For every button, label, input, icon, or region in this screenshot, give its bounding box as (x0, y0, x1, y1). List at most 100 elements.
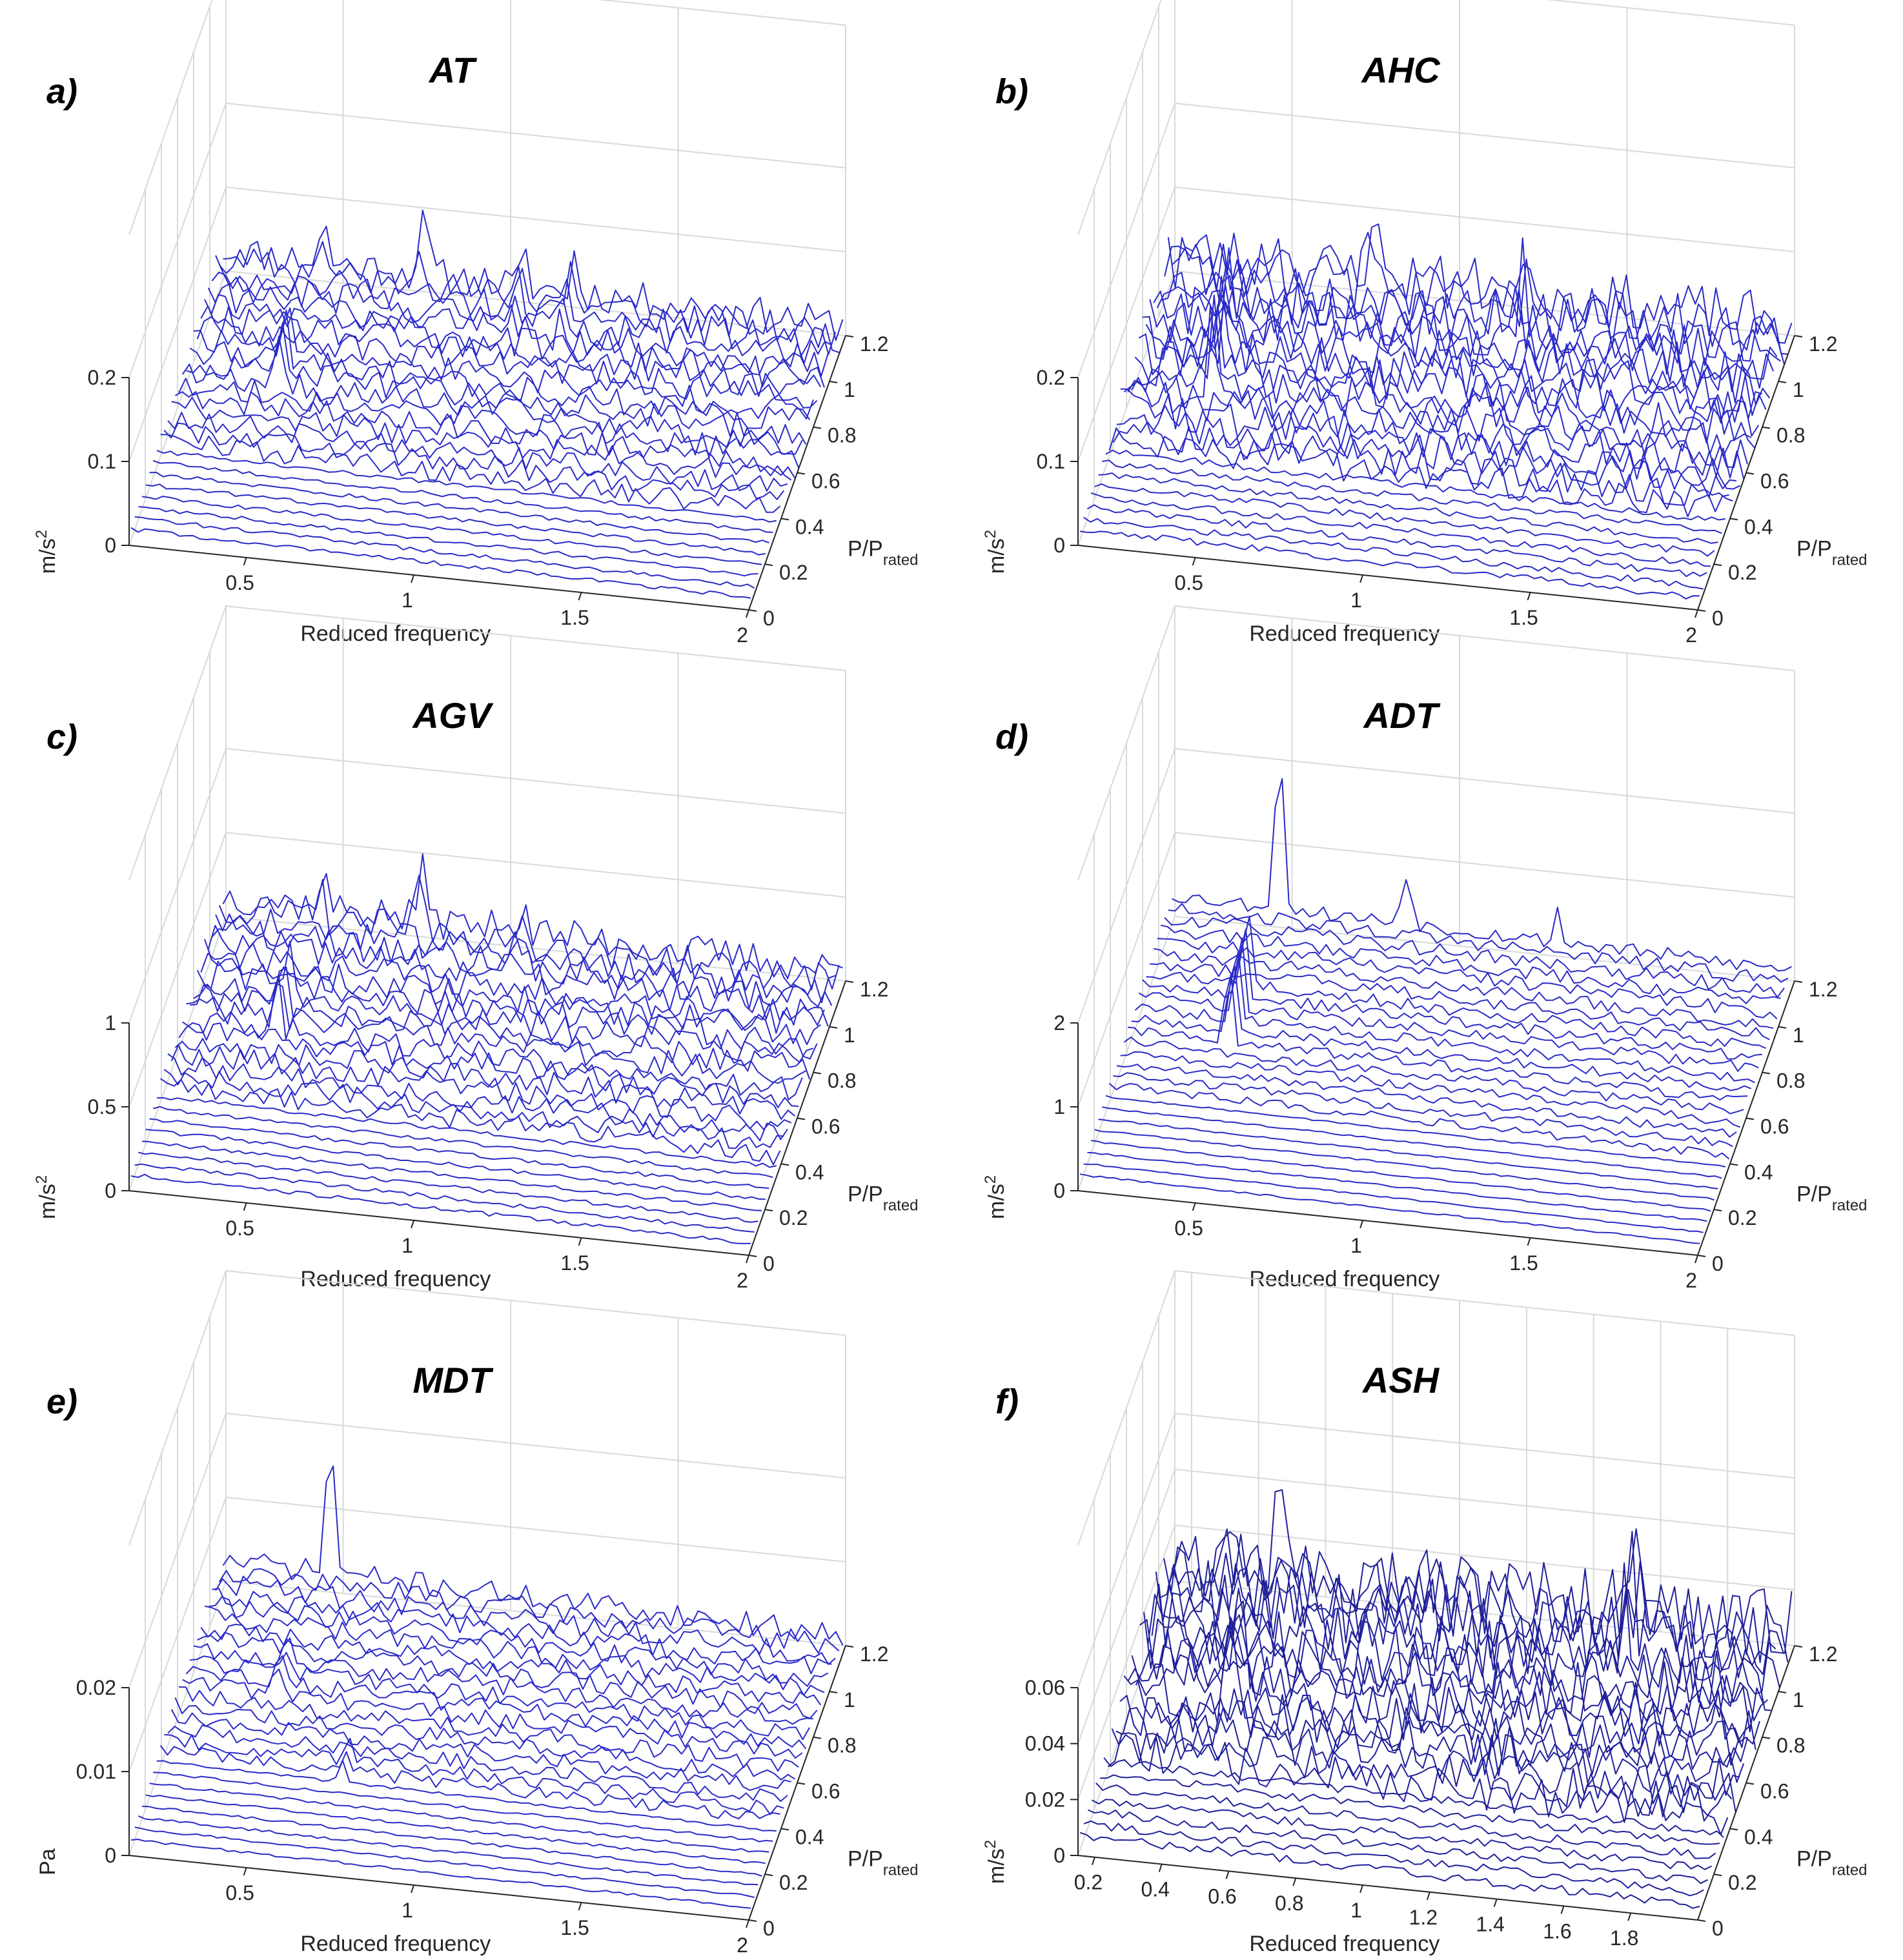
y-tick-mark (748, 1255, 757, 1257)
grid-line (1077, 831, 1795, 1107)
spectrum-trace (211, 271, 832, 368)
panel-letter: f) (995, 1382, 1019, 1421)
traces (130, 209, 844, 599)
axes: 0.2 0.4 0.6 0.8 1 1.2 1.4 1.6 1.8 00.20.40.60.811… (1025, 1642, 1838, 1950)
grid-line (128, 186, 846, 462)
spectrum-trace (145, 1129, 766, 1200)
y-axis-label: P/Prated (1796, 1182, 1867, 1215)
spectrum-trace (1079, 530, 1700, 600)
spectrum-trace (1086, 504, 1707, 578)
x-tick-label: 1.5 (560, 606, 589, 629)
y-tick-label: 0.8 (1776, 1069, 1805, 1093)
y-tick-mark (1762, 1736, 1771, 1739)
x-axis (128, 545, 749, 611)
x-tick-label: 1 (1350, 1899, 1362, 1922)
z-tick-label: 2 (1053, 1011, 1065, 1035)
spectrum-trace (1127, 1620, 1749, 1770)
spectrum-trace (1161, 272, 1781, 367)
x-tick-mark (1359, 574, 1364, 583)
x-tick-label: 1 (402, 1899, 413, 1922)
spectrum-trace (189, 309, 811, 429)
spectrum-trace (1101, 1106, 1722, 1179)
grid-line (128, 0, 846, 236)
grid-line (1077, 1269, 1795, 1546)
spectrum-trace (1130, 294, 1752, 456)
y-tick-mark (748, 1919, 757, 1922)
z-axis-label: m/s2 (982, 1840, 1010, 1884)
x-tick-label: 0.4 (1141, 1878, 1169, 1901)
x-tick-label: 2 (737, 1934, 748, 1957)
spectrum-trace (170, 1044, 792, 1130)
x-tick-mark (1527, 1237, 1531, 1246)
spectrum-trace (222, 853, 843, 980)
panel-letter: d) (995, 718, 1028, 756)
spectrum-trace (1120, 1051, 1741, 1128)
spectrum-trace (1083, 516, 1704, 590)
grid-line (128, 1269, 846, 1546)
spectrum-trace (215, 909, 836, 1004)
x-tick-label: 0.6 (1208, 1884, 1236, 1908)
spectrum-trace (134, 1163, 755, 1233)
spectrum-trace (1090, 492, 1711, 567)
spectrum-trace (1083, 1820, 1704, 1897)
spectrum-trace (1135, 1614, 1756, 1750)
spectrum-trace (1102, 460, 1722, 534)
z-tick-label: 0.02 (76, 1676, 116, 1699)
spectrum-trace (1123, 1036, 1744, 1115)
z-axis-label: Pa (36, 1848, 60, 1875)
spectrum-trace (170, 1709, 791, 1792)
z-tick-label: 0 (1053, 1179, 1065, 1202)
spectrum-trace (1171, 223, 1793, 344)
panel-letter: c) (46, 718, 77, 756)
z-tick-label: 0 (105, 534, 116, 557)
spectrum-trace (1098, 1118, 1718, 1189)
traces (1079, 778, 1792, 1244)
y-tick-mark (845, 335, 854, 338)
spectrum-trace (1157, 938, 1778, 1020)
spectrum-trace (1128, 973, 1748, 1101)
grid-line (128, 831, 846, 1107)
spectrum-trace (156, 1097, 777, 1168)
spectrum-trace (204, 1605, 825, 1696)
z-tick-label: 0.2 (88, 366, 116, 389)
spectrum-trace (138, 1151, 758, 1223)
spectrum-trace (212, 1588, 832, 1675)
spectrum-trace (1108, 427, 1729, 518)
spectrum-trace (185, 1655, 807, 1750)
spectrum-trace (134, 516, 755, 589)
y-tick-label: 0.6 (811, 1115, 840, 1138)
panel-title: AHC (1360, 50, 1441, 90)
spectrum-trace (218, 1568, 840, 1654)
y-tick-label: 0.2 (779, 561, 808, 584)
spectrum-trace (211, 915, 833, 1010)
spectrum-trace (138, 1815, 758, 1886)
z-tick-label: 0.2 (1037, 366, 1065, 389)
spectrum-trace (179, 1686, 799, 1772)
x-axis (1077, 545, 1698, 611)
panel-ash: 0.2 0.4 0.6 0.8 1 1.2 1.4 1.6 1.8 00.20.40.60.811… (982, 1269, 1867, 1956)
spectrum-trace (1153, 947, 1774, 1029)
spectrum-trace (200, 305, 822, 398)
spectrum-trace (156, 1759, 777, 1832)
grid (128, 605, 846, 1191)
y-tick-mark (1713, 1874, 1722, 1877)
y-tick-label: 0.2 (779, 1871, 808, 1894)
spectrum-trace (196, 316, 818, 409)
panel-letter: b) (995, 72, 1028, 111)
y-tick-label: 0.4 (1744, 1160, 1773, 1184)
spectrum-trace (1123, 1675, 1745, 1783)
y-tick-label: 1 (844, 1688, 855, 1712)
y-tick-label: 0 (1712, 1917, 1724, 1940)
traces (1079, 1489, 1793, 1909)
spectrum-trace (207, 925, 829, 1027)
y-tick-mark (1745, 1117, 1755, 1120)
spectrum-trace (1156, 286, 1778, 381)
spectrum-trace (1150, 962, 1770, 1040)
x-tick-mark (1426, 1892, 1430, 1901)
